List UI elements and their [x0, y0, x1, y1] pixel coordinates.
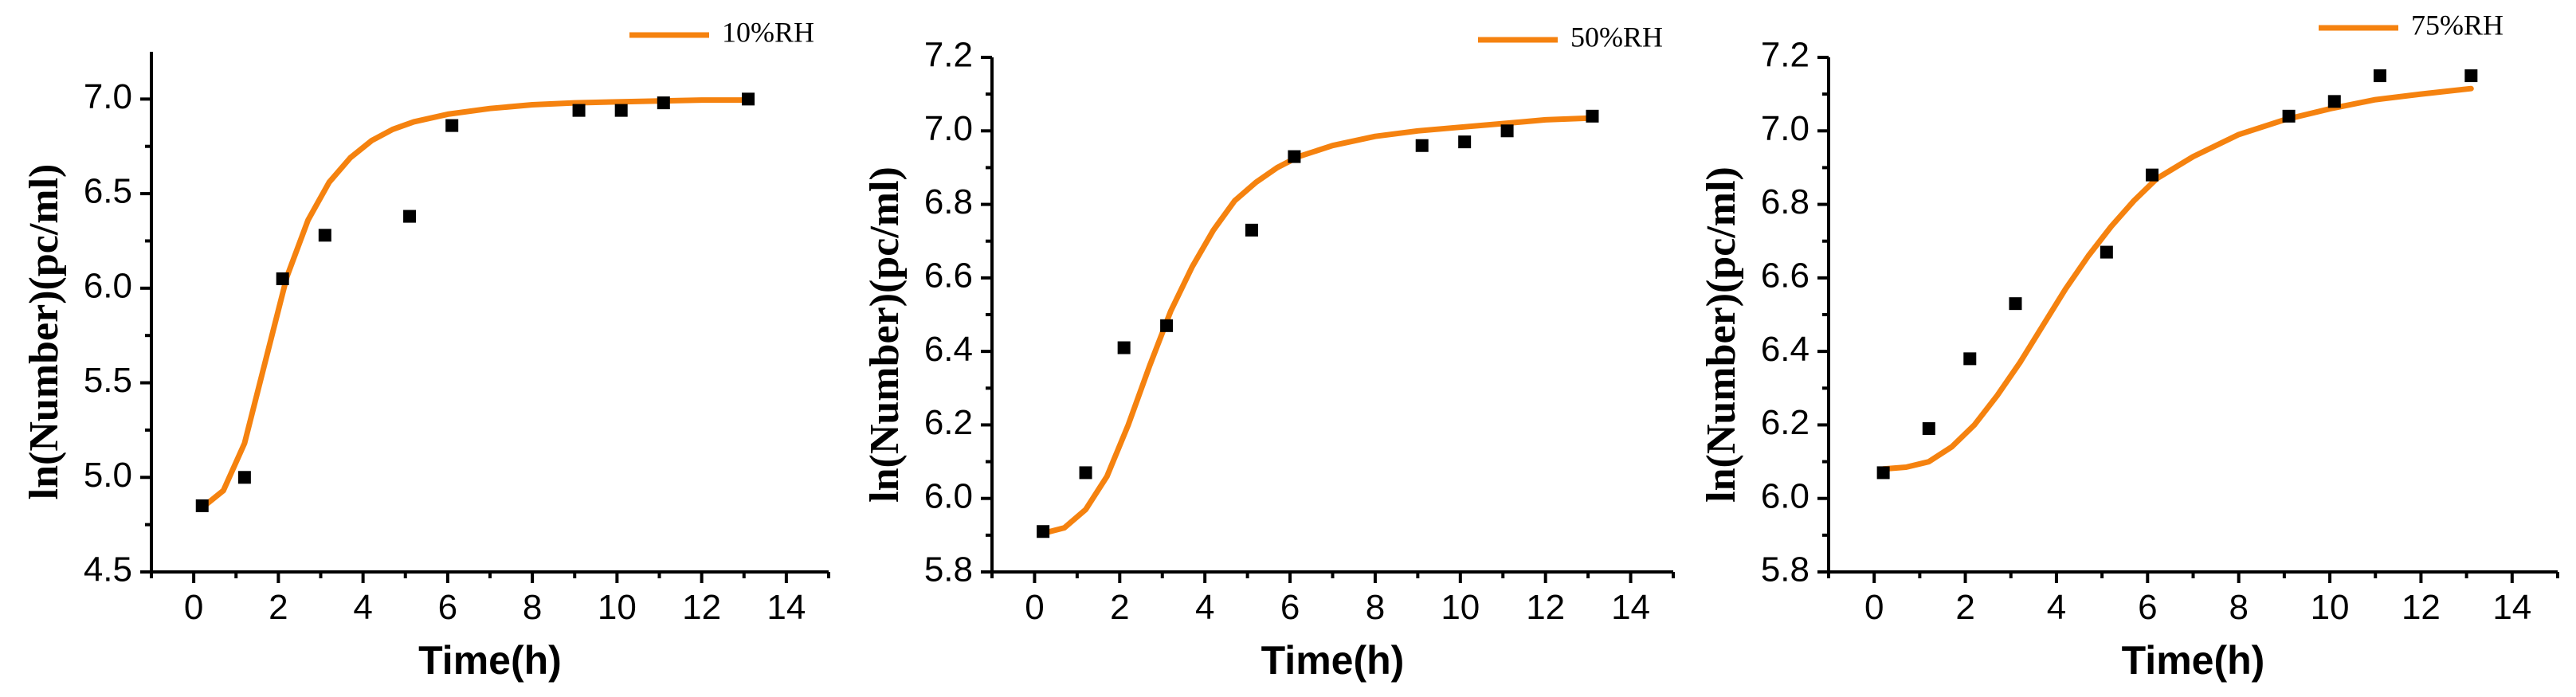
y-tick-label: 7.2 [924, 36, 973, 75]
data-point [195, 499, 209, 512]
data-point [2009, 297, 2022, 311]
fit-curve-10%RH [199, 97, 751, 511]
x-tick-label: 6 [1280, 588, 1300, 627]
x-tick-label: 10 [598, 588, 637, 627]
data-point [2282, 109, 2296, 123]
data-point [1922, 422, 1935, 436]
x-tick-label: 10 [2311, 588, 2350, 627]
data-point [2146, 168, 2159, 182]
data-point [1288, 150, 1301, 163]
y-tick-label: 6.8 [924, 182, 973, 221]
y-tick-label: 7.0 [924, 109, 973, 148]
data-point [1245, 223, 1258, 237]
x-tick-label: 14 [767, 588, 806, 627]
data-point [1963, 352, 1977, 366]
x-axis-label: Time(h) [1261, 638, 1405, 683]
fit-curve-75%RH [1880, 85, 2474, 472]
x-tick-label: 8 [1366, 588, 1385, 627]
data-point [657, 96, 670, 110]
x-tick-label: 12 [682, 588, 721, 627]
y-axis-label: ln(Number)(pc/ml) [862, 166, 908, 503]
x-tick-label: 8 [523, 588, 542, 627]
x-tick-label: 4 [1195, 588, 1214, 627]
x-tick-label: 4 [353, 588, 372, 627]
y-tick-label: 6.6 [1761, 256, 1809, 295]
y-tick-label: 6.4 [924, 330, 973, 369]
data-point [1117, 341, 1131, 354]
data-point [403, 209, 417, 223]
y-tick-label: 6.0 [924, 476, 973, 515]
legend-label: 10%RH [722, 16, 814, 48]
chart-panel-1: 4.5 5.0 5.5 6.0 6.5 7.0 0 2 4 6 8 10 12 14 Time(h) ln(N… [22, 16, 830, 683]
y-tick-label: 7.0 [1761, 109, 1809, 148]
data-point [1079, 466, 1092, 480]
y-tick-label: 4.5 [84, 550, 132, 589]
x-tick-label: 8 [2229, 588, 2248, 627]
x-tick-label: 2 [269, 588, 288, 627]
x-tick-label: 2 [1110, 588, 1129, 627]
x-tick-label: 14 [1611, 588, 1650, 627]
y-tick-label: 6.0 [84, 266, 132, 305]
x-axis-label: Time(h) [2122, 638, 2265, 683]
fit-curve-50%RH [1040, 115, 1595, 536]
chart-panel-2: 5.8 6.0 6.2 6.4 6.6 6.8 7.0 7.2 0 2 4 6 8 10 12 14 Time(… [862, 21, 1675, 683]
x-tick-label: 10 [1441, 588, 1480, 627]
data-point [614, 104, 628, 117]
data-point [2464, 69, 2478, 83]
y-tick-label: 5.5 [84, 361, 132, 400]
y-tick-label: 6.0 [1761, 476, 1809, 515]
y-axis-label: ln(Number)(pc/ml) [1699, 166, 1744, 503]
x-tick-label: 6 [438, 588, 457, 627]
y-tick-label: 7.0 [84, 77, 132, 116]
x-tick-label: 0 [1025, 588, 1044, 627]
x-tick-label: 0 [184, 588, 203, 627]
data-point [318, 229, 331, 242]
data-point [572, 104, 586, 117]
chart-panel-3: 5.8 6.0 6.2 6.4 6.6 6.8 7.0 7.2 0 2 4 6 8 10 12 14 Time(… [1699, 9, 2559, 683]
x-tick-label: 12 [2402, 588, 2441, 627]
data-point [276, 272, 289, 285]
data-point [1160, 319, 1174, 332]
data-point [237, 471, 251, 484]
y-axis-label: ln(Number)(pc/ml) [22, 164, 67, 500]
y-tick-label: 7.2 [1761, 36, 1809, 75]
x-tick-label: 2 [1955, 588, 1974, 627]
data-point [1500, 124, 1514, 138]
data-point [1586, 109, 1599, 123]
x-tick-label: 4 [2047, 588, 2066, 627]
y-tick-label: 6.6 [924, 256, 973, 295]
y-tick-label: 6.2 [1761, 403, 1809, 442]
data-point [1458, 135, 1472, 149]
data-point [1415, 139, 1429, 152]
y-tick-label: 5.0 [84, 456, 132, 495]
y-tick-label: 6.4 [1761, 330, 1809, 369]
y-tick-label: 6.2 [924, 403, 973, 442]
data-point [445, 119, 459, 132]
y-tick-label: 6.8 [1761, 182, 1809, 221]
x-tick-label: 14 [2492, 588, 2531, 627]
data-point [2373, 69, 2386, 83]
x-tick-label: 0 [1864, 588, 1884, 627]
y-tick-label: 5.8 [924, 550, 973, 589]
x-tick-label: 6 [2138, 588, 2157, 627]
data-point [1037, 525, 1050, 538]
legend-label: 50%RH [1570, 21, 1663, 53]
data-point [2327, 95, 2341, 108]
y-tick-label: 6.5 [84, 172, 132, 211]
data-point [1876, 466, 1890, 480]
x-tick-label: 12 [1526, 588, 1565, 627]
data-point [742, 92, 755, 106]
x-axis-label: Time(h) [418, 638, 562, 683]
y-tick-label: 5.8 [1761, 550, 1809, 589]
legend-label: 75%RH [2411, 9, 2503, 41]
data-point [2100, 245, 2113, 259]
